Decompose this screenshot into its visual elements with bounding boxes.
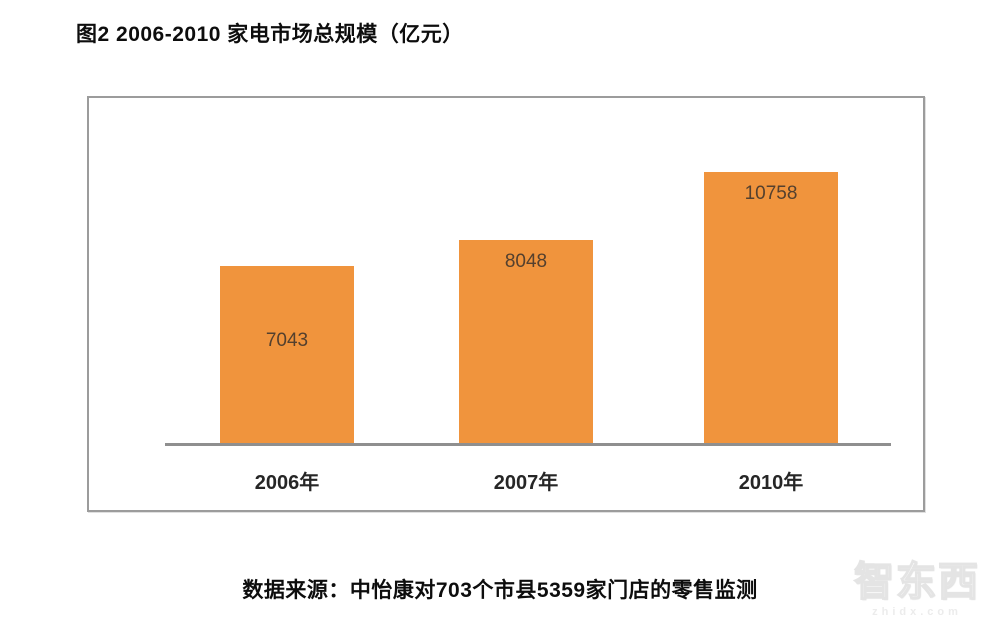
watermark-domain-text: zhidx.com (872, 606, 962, 618)
bar-2006: 7043 (220, 266, 354, 443)
bar-value-label-2006: 7043 (265, 329, 309, 351)
bar-2010: 10758 (704, 172, 838, 443)
bar-value-label-2007: 8048 (504, 251, 548, 272)
bar-value-label-2010: 10758 (744, 183, 798, 204)
bar-2007: 8048 (459, 240, 593, 443)
x-axis-tick-2007: 2007年 (493, 472, 559, 494)
chart-plot-area: 7043 8048 10758 2006年 2007年 2010年 (87, 96, 925, 512)
x-axis-tick-2006: 2006年 (254, 472, 320, 494)
data-source-note: 数据来源：中怡康对703个市县5359家门店的零售监测 (242, 579, 758, 602)
x-axis-tick-2010: 2010年 (738, 472, 804, 494)
chart-title: 图2 2006-2010 家电市场总规模（亿元） (76, 23, 464, 46)
x-axis-line (165, 443, 891, 446)
